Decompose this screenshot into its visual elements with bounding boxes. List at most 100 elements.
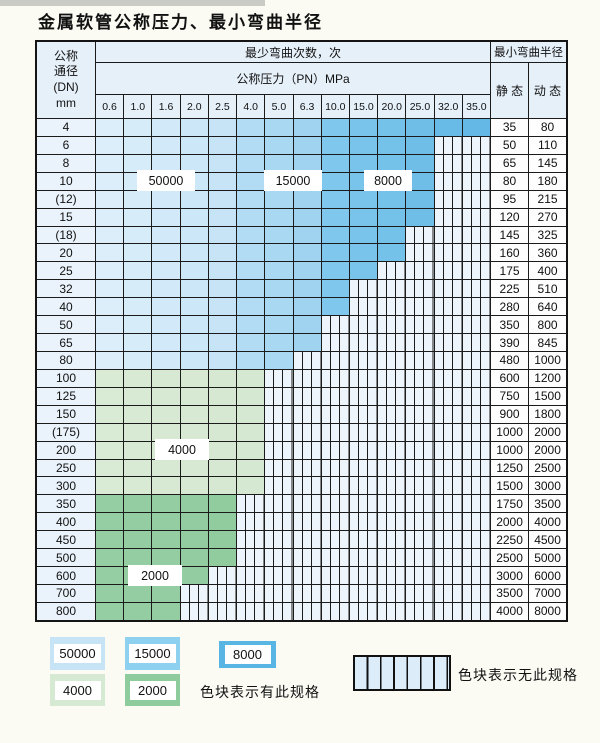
cell-pressure [433, 154, 462, 172]
zone-value-label: 50000 [138, 171, 194, 190]
table-row: 700 3500 7000 [37, 583, 567, 602]
cell-pressure [405, 208, 434, 226]
cell-dynamic: 270 [528, 208, 567, 226]
cell-pressure [207, 441, 237, 459]
table-row: (175) 1000 2000 [37, 422, 567, 441]
cell-pressure [264, 459, 293, 477]
cell-pressure [123, 369, 152, 387]
cell-pressure [320, 208, 349, 226]
cell-static: 35 [490, 119, 529, 136]
cell-pressure [405, 602, 434, 620]
cell-pressure [95, 423, 124, 441]
cell-pressure [405, 119, 434, 136]
cell-dynamic: 1200 [528, 369, 567, 387]
table-row: 15 120 270 [37, 207, 567, 226]
cell-pressure [236, 387, 265, 405]
cell-pressure [179, 298, 208, 316]
cell-pressure [123, 495, 152, 513]
table-row: 4 35 80 [37, 118, 567, 136]
cell-pressure [348, 280, 378, 298]
cell-dn: 8 [37, 154, 95, 172]
cell-pressure [292, 334, 321, 351]
legend-chip-4000: 4000 [50, 674, 105, 706]
cell-pressure [236, 154, 265, 172]
cell-pressure [264, 567, 293, 584]
cell-pressure [179, 387, 208, 405]
cell-pressure [95, 298, 124, 316]
cell-pressure [151, 119, 180, 136]
cell-pressure [123, 226, 152, 244]
table-row: 80 480 1000 [37, 350, 567, 369]
cell-pressure [461, 441, 491, 459]
cell-pressure [377, 262, 406, 280]
legend-chip-8000: 8000 [219, 641, 276, 668]
zone-value-label: 8000 [365, 171, 411, 190]
cell-dynamic: 7000 [528, 584, 567, 602]
cell-pressure [292, 226, 321, 244]
cell-dynamic: 360 [528, 244, 567, 262]
cell-pressure [348, 513, 378, 531]
table-row: 600 3000 6000 [37, 566, 567, 584]
cell-dynamic: 800 [528, 316, 567, 334]
cell-pressure [433, 351, 462, 369]
cell-pressure [348, 495, 378, 513]
cell-static: 1250 [490, 459, 529, 477]
cell-static: 2250 [490, 531, 529, 549]
cell-pressure [123, 602, 152, 620]
cell-pressure [151, 298, 180, 316]
cell-pressure [264, 154, 293, 172]
cell-pressure [461, 405, 491, 423]
cell-pressure [236, 477, 265, 495]
cell-dn: 20 [37, 244, 95, 262]
header-pressure-value: 0.6 [95, 95, 123, 118]
header-dn-line: (DN) [53, 80, 79, 94]
cell-pressure [433, 280, 462, 298]
cell-pressure [320, 190, 349, 208]
cell-dynamic: 8000 [528, 602, 567, 620]
cell-pressure [207, 477, 237, 495]
cell-dynamic: 80 [528, 119, 567, 136]
cell-dynamic: 110 [528, 136, 567, 154]
cell-pressure [320, 369, 349, 387]
cell-static: 390 [490, 334, 529, 351]
cell-pressure [151, 369, 180, 387]
cell-static: 480 [490, 351, 529, 369]
cell-pressure [207, 369, 237, 387]
cell-dynamic: 180 [528, 172, 567, 190]
pressure-bend-table: 公称 通径 (DN) mm 最少弯曲次数，次 最小弯曲半径 公称压力（PN）MP… [35, 40, 568, 622]
cell-pressure [433, 262, 462, 280]
cell-dn: 4 [37, 119, 95, 136]
cell-pressure [264, 441, 293, 459]
cell-pressure [377, 351, 406, 369]
cell-pressure [207, 316, 237, 334]
cell-pressure [292, 369, 321, 387]
header-dn-line: 公称 [53, 48, 78, 63]
cell-pressure [236, 208, 265, 226]
cell-pressure [377, 119, 406, 136]
cell-pressure [95, 459, 124, 477]
legend-has-spec-note: 色块表示有此规格 [200, 684, 320, 700]
table-row: 8 65 145 [37, 153, 567, 172]
cell-pressure [292, 423, 321, 441]
cell-dn: 150 [37, 405, 95, 423]
cell-pressure [207, 531, 237, 549]
cell-pressure [179, 477, 208, 495]
cell-pressure [433, 244, 462, 262]
top-gray-strip [0, 0, 265, 6]
cell-dn: 800 [37, 602, 95, 620]
cell-pressure [377, 531, 406, 549]
cell-static: 1500 [490, 477, 529, 495]
cell-pressure [207, 244, 237, 262]
cell-dynamic: 640 [528, 298, 567, 316]
cell-pressure [123, 513, 152, 531]
cell-pressure [461, 298, 491, 316]
cell-pressure [405, 334, 434, 351]
cell-dn: 100 [37, 369, 95, 387]
cell-pressure [151, 495, 180, 513]
cell-pressure [348, 477, 378, 495]
cell-pressure [461, 226, 491, 244]
cell-pressure [179, 602, 208, 620]
cell-pressure [179, 334, 208, 351]
cell-static: 1000 [490, 441, 529, 459]
cell-pressure [151, 154, 180, 172]
